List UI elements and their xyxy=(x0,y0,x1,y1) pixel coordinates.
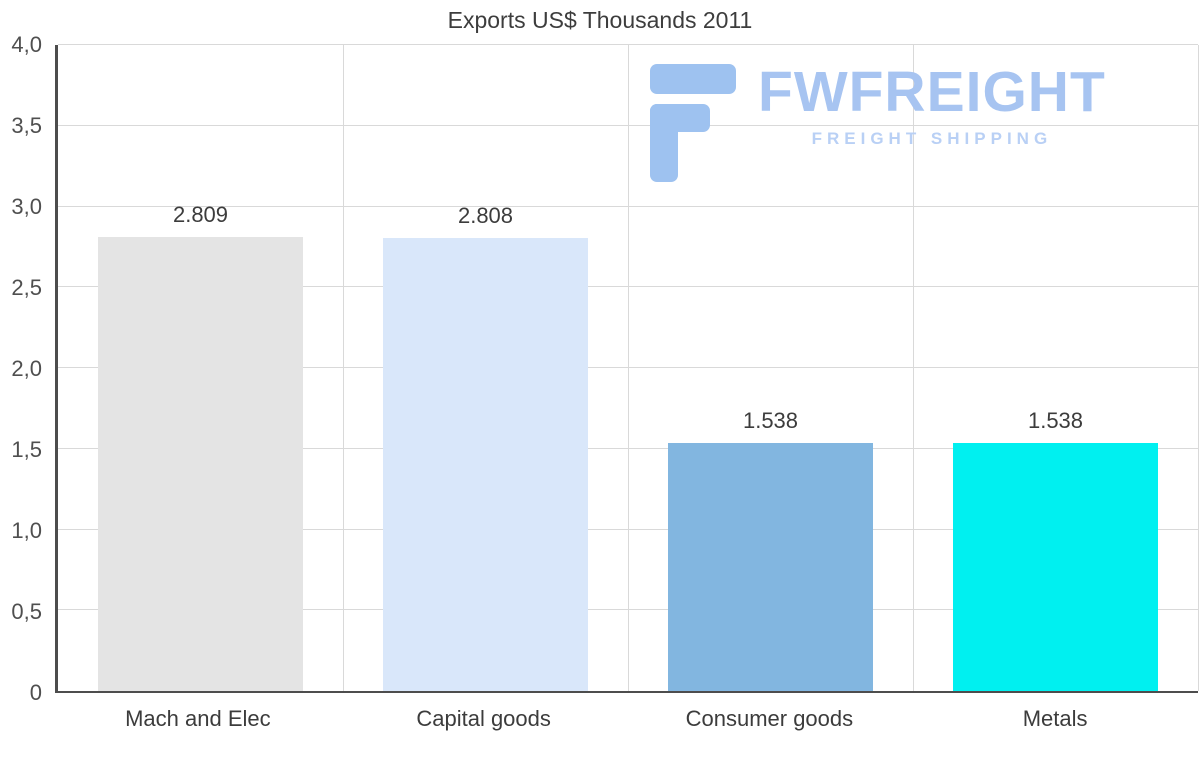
bar-slot: 2.809 xyxy=(58,45,343,691)
bar-value-label: 1.538 xyxy=(1027,407,1084,433)
chart-title: Exports US$ Thousands 2011 xyxy=(447,7,753,33)
bar-slot: 2.808 xyxy=(343,45,628,691)
bar xyxy=(952,442,1159,691)
bar xyxy=(97,237,304,691)
bar-value-label: 2.809 xyxy=(172,202,229,228)
plot-area: 2.809 2.808 1.538 1.538 xyxy=(55,44,1199,693)
bar-slot: 1.538 xyxy=(913,45,1198,691)
fwfreight-f-mark-icon xyxy=(648,64,738,187)
horizontal-gridline xyxy=(58,44,1198,45)
y-tick-label: 0,5 xyxy=(11,599,42,624)
x-axis-labels: Mach and Elec Capital goods Consumer goods… xyxy=(55,706,1198,732)
bar-slot: 1.538 xyxy=(628,45,913,691)
bar xyxy=(667,442,874,691)
bars-container: 2.809 2.808 1.538 1.538 xyxy=(58,45,1198,691)
fwfreight-logo: FWFREIGHT FREIGHT SHIPPING xyxy=(648,64,1106,187)
bar-value-label: 2.808 xyxy=(457,202,514,228)
y-tick-label: 4,0 xyxy=(11,32,42,57)
y-tick-label: 1,0 xyxy=(11,518,42,543)
vertical-gridline xyxy=(343,45,344,691)
y-tick-label: 3,0 xyxy=(11,194,42,219)
logo-tagline: FREIGHT SHIPPING xyxy=(811,129,1053,148)
x-category-label: Capital goods xyxy=(416,706,551,731)
y-tick-label: 0 xyxy=(29,680,42,705)
y-axis-labels: 0 0,5 1,0 1,5 2,0 2,5 3,0 3,5 4,0 xyxy=(0,32,44,705)
y-tick-label: 2,0 xyxy=(11,356,42,381)
bar xyxy=(382,237,589,691)
logo-text-block: FWFREIGHT FREIGHT SHIPPING xyxy=(758,64,1106,149)
y-tick-label: 2,5 xyxy=(11,275,42,300)
logo-wordmark: FWFREIGHT xyxy=(758,60,1106,124)
vertical-gridline xyxy=(628,45,629,691)
x-category-label: Consumer goods xyxy=(685,706,854,731)
y-tick-label: 3,5 xyxy=(11,113,42,138)
y-tick-label: 1,5 xyxy=(11,437,42,462)
vertical-gridline xyxy=(1198,45,1199,691)
x-category-label: Mach and Elec xyxy=(125,706,271,731)
vertical-gridline xyxy=(913,45,914,691)
x-category-label: Metals xyxy=(1022,706,1088,731)
bar-value-label: 1.538 xyxy=(742,407,799,433)
